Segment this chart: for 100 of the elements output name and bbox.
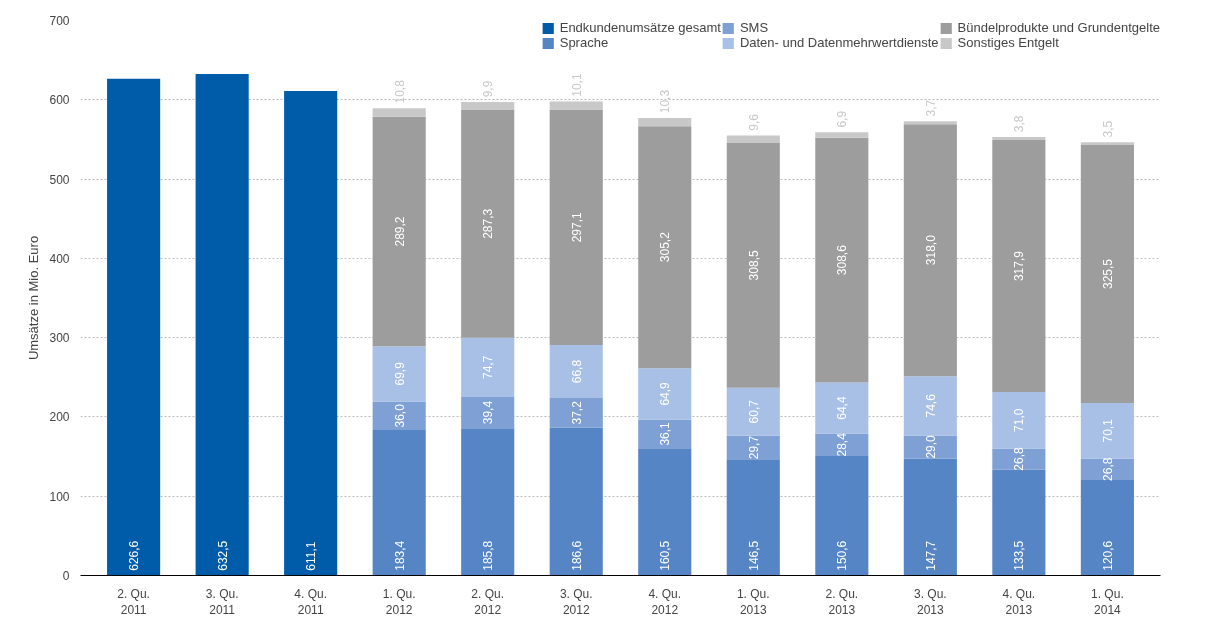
legend-label: Sprache: [559, 35, 609, 50]
bar: [1080, 479, 1134, 576]
data-label: 308,6: [835, 244, 850, 276]
data-label: 74,7: [481, 355, 496, 380]
y-tick-label: 0: [62, 569, 70, 583]
data-label: 37,2: [569, 400, 584, 425]
data-label: 325,5: [1100, 258, 1115, 290]
y-tick-label: 200: [49, 410, 70, 425]
bar: [1080, 142, 1134, 145]
data-label: 317,9: [1012, 250, 1027, 282]
data-label: 147,7: [923, 540, 938, 571]
x-tick-label: 2. Qu. 2011: [117, 586, 150, 618]
x-tick-label: 2. Qu. 2013: [825, 586, 859, 618]
data-label: 66,8: [569, 359, 584, 384]
y-tick-label: 700: [49, 14, 70, 28]
bar: [284, 90, 338, 576]
bar: [992, 140, 1046, 393]
bar: [726, 143, 780, 388]
x-tick-label: 3. Qu. 2012: [559, 586, 593, 618]
bar: [195, 74, 249, 576]
x-tick-label: 4. Qu. 2013: [1002, 586, 1036, 618]
legend-label: Bündelprodukte und Grundentgelte: [957, 20, 1160, 35]
bar: [461, 428, 515, 576]
x-tick-label: 3. Qu. 2013: [913, 586, 947, 618]
data-label: 297,1: [569, 211, 584, 243]
y-axis-title: Umsätze in Mio. Euro: [26, 235, 42, 361]
data-label: 611,1: [304, 541, 319, 571]
y-tick-label: 600: [49, 93, 70, 108]
data-label: 318,0: [923, 234, 938, 266]
bar: [1080, 403, 1134, 459]
x-tick-label: 1. Qu. 2012: [382, 586, 416, 618]
x-tick-label: 3. Qu. 2011: [205, 586, 239, 618]
bar: [549, 398, 603, 428]
bar: [461, 396, 515, 429]
x-tick-label: 2. Qu. 2012: [471, 586, 505, 618]
bar: [638, 368, 692, 420]
bar: [549, 427, 603, 576]
data-label: 287,3: [481, 208, 496, 239]
bar: [992, 469, 1046, 576]
data-label: 160,5: [658, 540, 673, 571]
data-label: 69,9: [392, 361, 407, 386]
data-label: 64,4: [835, 396, 850, 420]
bar: [372, 108, 426, 117]
data-label: 36,1: [658, 421, 673, 446]
bar: [461, 102, 515, 110]
data-label: 36,0: [392, 403, 407, 428]
data-label: 185,8: [481, 540, 496, 571]
bar: [992, 392, 1046, 449]
data-label: 28,4: [835, 432, 850, 457]
data-label: 26,8: [1012, 447, 1027, 471]
bar: [815, 132, 869, 138]
data-label: 289,2: [392, 216, 407, 247]
legend-label: Endkundenumsätze gesamt: [559, 20, 721, 35]
data-label: 70,1: [1100, 418, 1115, 443]
bar: [726, 387, 780, 436]
bar: [638, 118, 692, 127]
legend-label: Daten- und Datenmehrwertdienste: [739, 35, 939, 50]
bar: [726, 135, 780, 144]
data-label: 26,8: [1100, 457, 1115, 481]
bar: [815, 137, 869, 383]
bar: [461, 109, 515, 338]
data-label: 74,6: [923, 393, 938, 418]
data-label: 29,7: [746, 435, 761, 460]
bar: [992, 137, 1046, 141]
y-tick-label: 500: [49, 172, 70, 187]
legend-label: Sonstiges Entgelt: [957, 35, 1059, 50]
bar: [638, 448, 692, 576]
bar: [372, 430, 426, 576]
bar: [549, 109, 603, 346]
bar: [372, 116, 426, 347]
x-tick-label: 4. Qu. 2011: [294, 586, 328, 618]
bar: [903, 124, 957, 377]
bar: [726, 459, 780, 576]
bar: [903, 376, 957, 436]
legend-label: SMS: [739, 20, 769, 35]
data-label: 71,0: [1012, 408, 1027, 432]
bar: [107, 78, 161, 576]
bar: [1080, 144, 1134, 404]
bar: [549, 345, 603, 399]
bar: [903, 458, 957, 576]
bar: [638, 126, 692, 369]
bar: [638, 419, 692, 449]
data-label: 183,4: [392, 540, 407, 571]
data-label: 305,2: [658, 231, 673, 263]
data-label: 64,9: [658, 381, 673, 406]
data-label: 120,6: [1100, 540, 1115, 571]
data-label: 186,6: [569, 540, 584, 571]
bar: [815, 382, 869, 434]
y-tick-label: 400: [49, 251, 70, 266]
x-tick-label: 1. Qu. 2013: [736, 586, 770, 618]
data-label: 133,5: [1012, 540, 1027, 571]
x-tick-label: 4. Qu. 2012: [648, 586, 682, 618]
bar: [992, 448, 1046, 470]
data-label: 29,0: [923, 434, 938, 459]
y-tick-label: 100: [49, 489, 70, 504]
x-tick-label: 1. Qu. 2014: [1091, 586, 1124, 618]
data-label: 39,4: [481, 400, 496, 425]
data-label: 150,6: [835, 540, 850, 571]
data-label: 146,5: [746, 540, 761, 571]
bar: [461, 337, 515, 397]
